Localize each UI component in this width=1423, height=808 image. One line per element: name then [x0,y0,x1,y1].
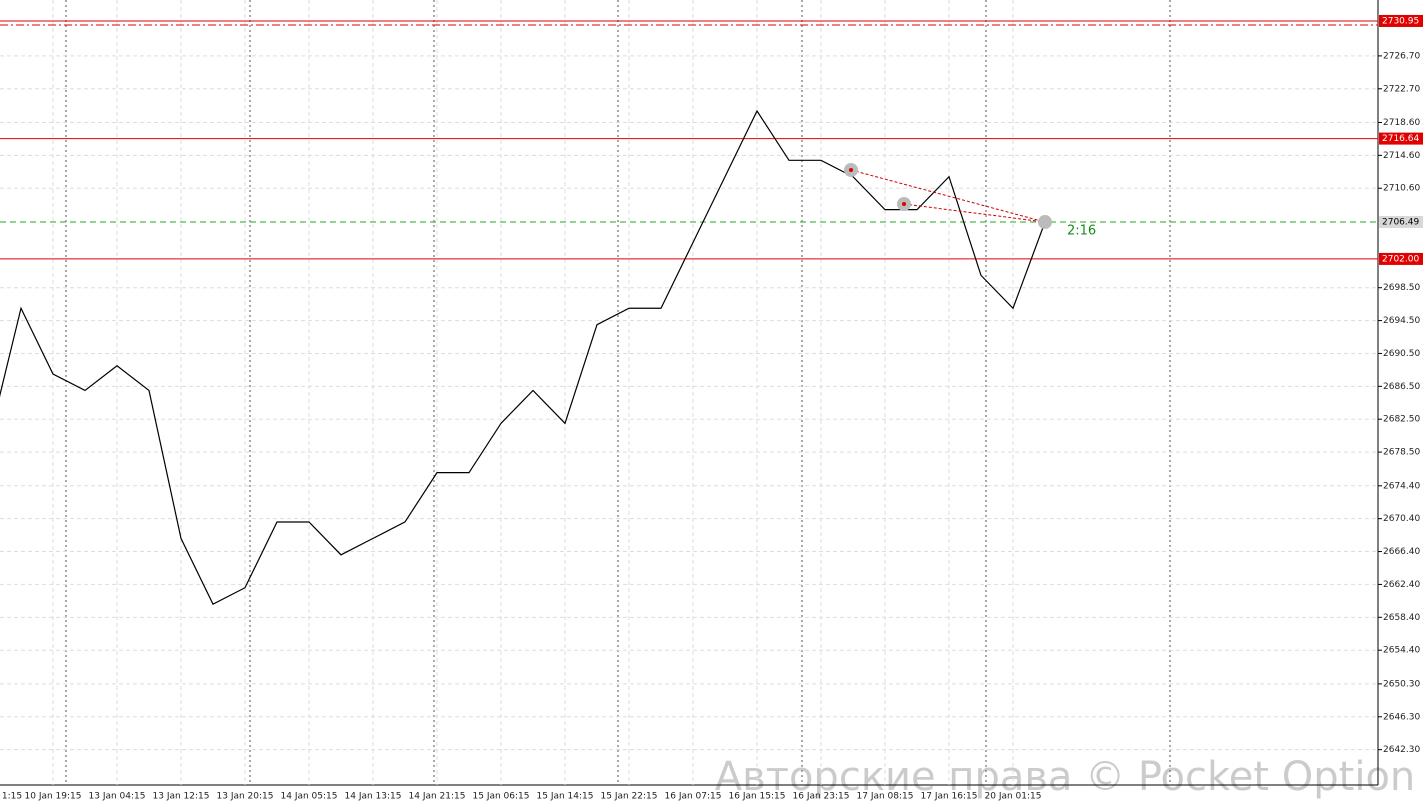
y-tick-label: 2654.40 [1383,646,1420,656]
price-tag [1379,252,1423,265]
x-tick-label: 13 Jan 12:15 [153,792,210,802]
x-tick-label: 15 Jan 06:15 [473,792,530,802]
price-tag [1379,132,1423,145]
y-tick-label: 2662.40 [1383,580,1420,590]
y-tick-label: 2710.60 [1383,184,1420,194]
y-tick-label: 2670.40 [1383,514,1420,524]
x-tick-label: 17 Jan 16:15 [921,792,978,802]
timer: 2:16 [1067,224,1096,239]
y-tick-label: 2666.40 [1383,547,1420,557]
x-tick-label: 17 Jan 08:15 [857,792,914,802]
x-tick-label: 15 Jan 14:15 [537,792,594,802]
watermark: Авторские права © Pocket Option [715,754,1416,800]
price-tag [1379,14,1423,27]
y-tick-label: 2726.70 [1383,51,1420,61]
price-tag-label: 2706.49 [1382,218,1419,228]
trade-dot [902,202,906,206]
trend-line [850,169,1046,223]
x-tick-label: 15 Jan 22:15 [601,792,658,802]
price-tag-label: 2702.00 [1382,254,1419,264]
x-tick-label: 13 Jan 04:15 [89,792,146,802]
y-tick-label: 2678.50 [1383,448,1420,458]
x-tick-label: 14 Jan 13:15 [345,792,402,802]
x-tick-label: 20 Jan 01:15 [985,792,1042,802]
x-tick-label: 10 Jan 19:15 [25,792,82,802]
x-tick-label: 14 Jan 05:15 [281,792,338,802]
price-line [0,109,1046,605]
price-tag-label: 2716.64 [1382,134,1419,144]
y-tick-label: 2658.40 [1383,613,1420,623]
x-tick-label: 16 Jan 15:15 [729,792,786,802]
x-tick-label: 13 Jan 20:15 [217,792,274,802]
y-tick-label: 2718.60 [1383,118,1420,128]
y-tick-label: 2646.30 [1383,712,1420,722]
y-tick-label: 2642.30 [1383,745,1420,755]
y-tick-label: 2686.50 [1383,382,1420,392]
trade-marker [1038,215,1052,230]
y-tick-label: 2694.50 [1383,316,1420,326]
price-tag-label: 2730.95 [1382,16,1419,26]
y-tick-label: 2714.60 [1383,151,1420,161]
trade-dot [849,168,853,172]
x-tick-label: 1:15 [2,792,22,802]
x-tick-label: 16 Jan 07:15 [665,792,722,802]
y-tick-label: 2650.30 [1383,679,1420,689]
y-tick-label: 2690.50 [1383,349,1420,359]
x-tick-label: 16 Jan 23:15 [793,792,850,802]
trend-line [903,203,1046,223]
x-tick-label: 14 Jan 21:15 [409,792,466,802]
y-tick-label: 2722.70 [1383,84,1420,94]
y-tick-label: 2682.50 [1383,415,1420,425]
y-tick-label: 2674.40 [1383,481,1420,491]
y-tick-label: 2698.50 [1383,283,1420,293]
price-tag [1379,216,1423,229]
